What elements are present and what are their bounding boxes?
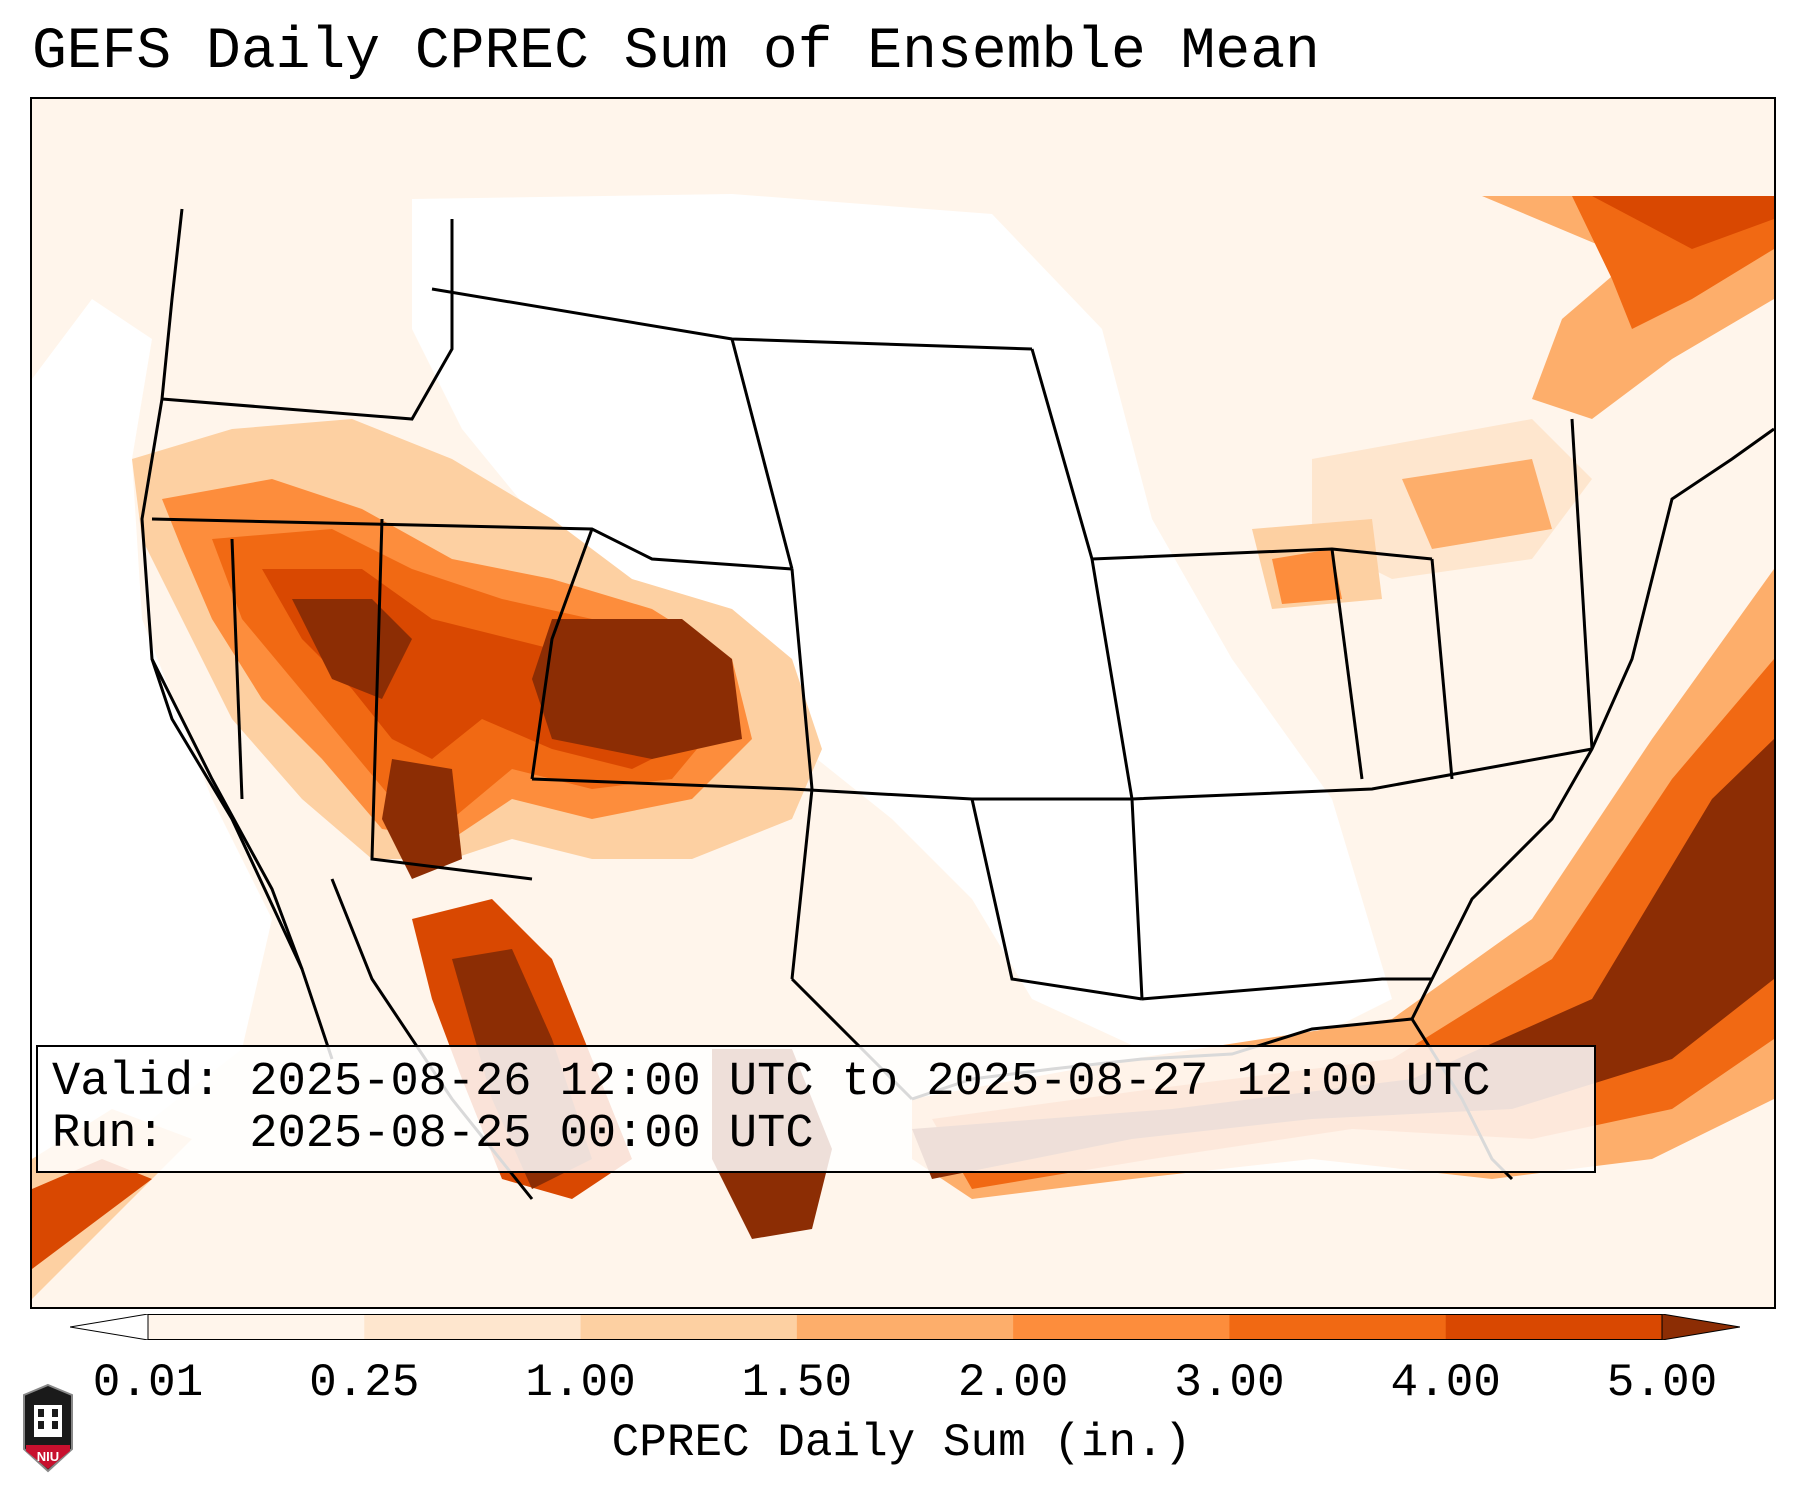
colorbar-under-arrow	[70, 1314, 149, 1340]
colorbar-segment	[364, 1314, 582, 1340]
colorbar-tick-label: 5.00	[1606, 1357, 1718, 1409]
dry-interior	[412, 194, 1392, 1059]
pacific-low-area	[32, 299, 272, 1159]
colorbar-tick-label: 0.01	[92, 1357, 204, 1409]
state-borders	[140, 208, 1594, 1001]
colorbar-over-arrow	[1661, 1314, 1740, 1340]
niu-logo: NIU	[23, 1383, 73, 1473]
colorbar-segment	[1013, 1314, 1230, 1340]
valid-time-text: Valid: 2025-08-26 12:00 UTC to 2025-08-2…	[52, 1056, 1491, 1109]
colorbar-tick-label: 4.00	[1390, 1357, 1501, 1409]
colorbar-segment	[1229, 1314, 1447, 1340]
valid-run-info-box: Valid: 2025-08-26 12:00 UTC to 2025-08-2…	[36, 1045, 1596, 1173]
colorbar	[70, 1314, 1740, 1340]
colorbar-segment	[148, 1314, 365, 1340]
colorbar-segment	[796, 1314, 1014, 1340]
colorbar-tick-label: 3.00	[1174, 1357, 1285, 1409]
colorbar-tick-label: 0.25	[309, 1357, 420, 1409]
run-time-text: Run: 2025-08-25 00:00 UTC	[52, 1108, 814, 1161]
colorbar-tick-label: 2.00	[957, 1357, 1069, 1409]
colorbar-segment	[1445, 1314, 1663, 1340]
logo-text: NIU	[37, 1449, 59, 1464]
colorbar-tick-label: 1.00	[525, 1357, 636, 1409]
colorbar-label: CPREC Daily Sum (in.)	[611, 1417, 1192, 1469]
colorbar-segment	[580, 1314, 798, 1340]
colorbar-tick-label: 1.50	[741, 1357, 853, 1409]
map-title: GEFS Daily CPREC Sum of Ensemble Mean	[32, 20, 1320, 85]
